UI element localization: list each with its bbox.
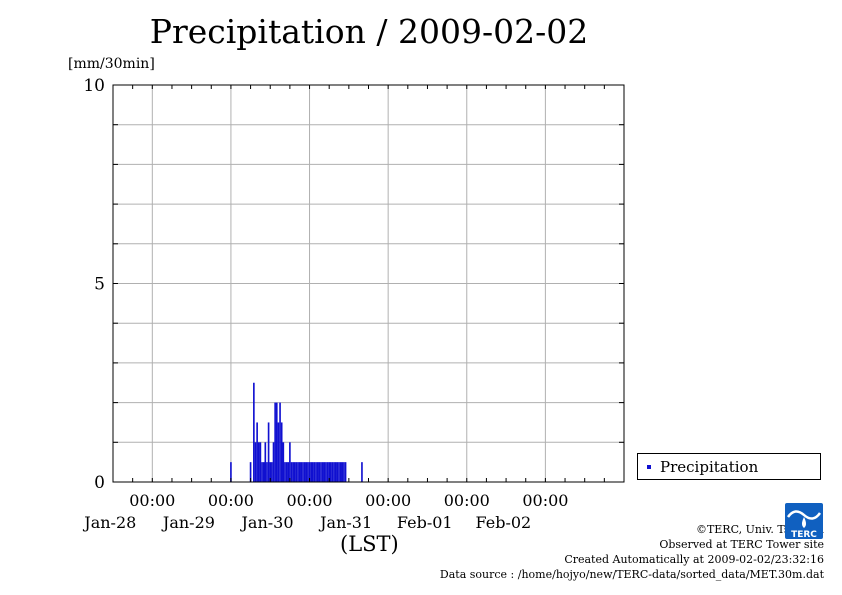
- bar: [257, 442, 260, 482]
- bar: [318, 462, 321, 482]
- bar: [297, 462, 299, 482]
- bar: [293, 462, 296, 482]
- bar: [300, 462, 303, 482]
- bar: [271, 462, 273, 482]
- y-axis-unit: [mm/30min]: [68, 56, 155, 72]
- bar: [334, 462, 337, 482]
- bar: [315, 462, 317, 482]
- bar: [328, 462, 331, 482]
- x-axis-label: (LST): [340, 532, 399, 556]
- bar: [262, 462, 265, 482]
- bar: [303, 462, 306, 482]
- bar: [316, 462, 319, 482]
- bar: [282, 442, 285, 482]
- bar: [333, 462, 335, 482]
- bar: [266, 462, 268, 482]
- credit-created: Created Automatically at 2009-02-02/23:3…: [564, 553, 824, 566]
- bar: [361, 462, 363, 482]
- credit-source: Data source : /home/hojyo/new/TERC-data/…: [439, 568, 824, 581]
- y-tick-label: 0: [94, 473, 105, 493]
- logo-text: TERC: [791, 530, 817, 539]
- x-tick-label-date: Jan-30: [240, 513, 294, 532]
- x-tick-label-date: Feb-01: [397, 513, 453, 532]
- grid-lines: [113, 85, 624, 482]
- bar-series: [230, 382, 363, 482]
- credit-copyright: ©TERC, Univ. Tsukuba: [695, 523, 824, 536]
- bar: [307, 462, 309, 482]
- legend-label: Precipitation: [660, 458, 759, 476]
- bar: [325, 462, 327, 482]
- x-tick-label-time: 00:00: [444, 491, 490, 510]
- x-tick-label-time: 00:00: [286, 491, 332, 510]
- y-tick-label: 5: [94, 275, 105, 295]
- bar: [344, 462, 347, 482]
- axis-ticks: 0 5 10 00:00 Jan-28 00:00 Jan-29 00:00 Jan-30 00:…: [82, 76, 625, 532]
- bar: [230, 462, 232, 482]
- bar: [275, 402, 278, 482]
- bar: [326, 462, 329, 482]
- bar: [287, 462, 290, 482]
- bar: [330, 462, 332, 482]
- bar: [331, 462, 334, 482]
- x-tick-label-date: Jan-28: [82, 513, 136, 532]
- bar: [292, 462, 294, 482]
- bar: [267, 422, 270, 482]
- bar: [338, 462, 340, 482]
- bar: [295, 462, 298, 482]
- x-tick-label-date: Jan-31: [318, 513, 372, 532]
- bar: [284, 462, 286, 482]
- bar: [264, 442, 267, 482]
- x-tick-label-time: 00:00: [129, 491, 175, 510]
- bar: [320, 462, 322, 482]
- legend-swatch: [647, 465, 651, 469]
- bar: [279, 402, 281, 482]
- x-tick-label-date: Feb-02: [476, 513, 532, 532]
- bar: [269, 462, 272, 482]
- credit-observed: Observed at TERC Tower site: [659, 538, 824, 551]
- x-tick-label-time: 00:00: [365, 491, 411, 510]
- legend: Precipitation: [637, 453, 821, 480]
- bar: [339, 462, 342, 482]
- bar: [274, 402, 276, 482]
- bar: [323, 462, 326, 482]
- bar: [256, 422, 258, 482]
- chart-title: Precipitation / 2009-02-02: [149, 12, 589, 51]
- bar: [285, 462, 288, 482]
- bar: [305, 462, 308, 482]
- bar: [313, 462, 316, 482]
- credits: ©TERC, Univ. Tsukuba Observed at TERC To…: [440, 522, 824, 582]
- bar: [308, 462, 311, 482]
- bar: [336, 462, 339, 482]
- bar: [253, 382, 255, 482]
- bar: [341, 462, 344, 482]
- bar: [259, 442, 262, 482]
- bar: [290, 462, 293, 482]
- bar: [280, 422, 283, 482]
- bar: [261, 462, 263, 482]
- x-tick-label-time: 00:00: [522, 491, 568, 510]
- bar: [321, 462, 324, 482]
- bar: [254, 442, 257, 482]
- bar: [298, 462, 301, 482]
- x-tick-label-date: Jan-29: [161, 513, 215, 532]
- bar: [289, 442, 291, 482]
- bar: [249, 462, 252, 482]
- bar: [302, 462, 304, 482]
- bar: [277, 422, 280, 482]
- bar: [310, 462, 312, 482]
- bar: [311, 462, 314, 482]
- y-tick-label: 10: [83, 76, 105, 96]
- bar: [343, 462, 345, 482]
- x-tick-label-time: 00:00: [208, 491, 254, 510]
- bar: [272, 442, 275, 482]
- terc-logo: TERC: [785, 503, 823, 539]
